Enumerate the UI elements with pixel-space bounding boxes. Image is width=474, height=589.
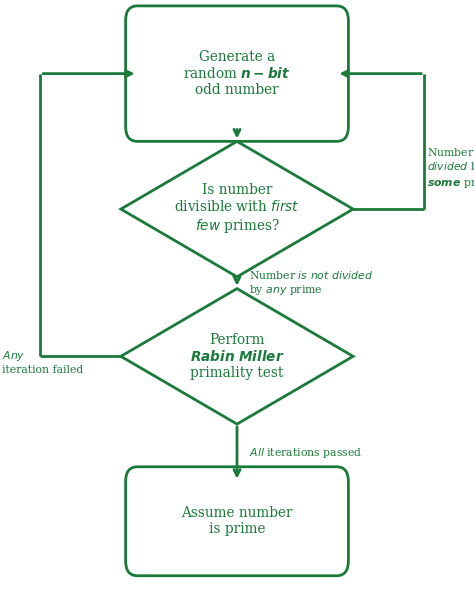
- Text: Generate a
random $\boldsymbol{n-bit}$
odd number: Generate a random $\boldsymbol{n-bit}$ o…: [183, 50, 291, 97]
- Text: $\boldsymbol{\mathit{Any}}$
iteration failed: $\boldsymbol{\mathit{Any}}$ iteration fa…: [2, 349, 83, 375]
- Text: Number $\mathit{is}$
$\mathit{divided}$ by
$\boldsymbol{some}$ prime: Number $\mathit{is}$ $\mathit{divided}$ …: [427, 146, 474, 190]
- FancyBboxPatch shape: [126, 6, 348, 141]
- Text: Number $\mathit{is\ not\ divided}$
by $\boldsymbol{\mathit{any}}$ prime: Number $\mathit{is\ not\ divided}$ by $\…: [249, 269, 373, 297]
- Text: Assume number
is prime: Assume number is prime: [181, 506, 293, 537]
- FancyBboxPatch shape: [126, 466, 348, 576]
- Text: Perform
$\boldsymbol{Rabin\ Miller}$
primality test: Perform $\boldsymbol{Rabin\ Miller}$ pri…: [190, 333, 284, 380]
- Text: $\boldsymbol{\mathit{All}}$ iterations passed: $\boldsymbol{\mathit{All}}$ iterations p…: [249, 446, 363, 460]
- Polygon shape: [121, 289, 353, 424]
- Text: Is number
divisible with $\mathit{first}$
$\mathit{few}$ primes?: Is number divisible with $\mathit{first}…: [174, 183, 300, 235]
- Polygon shape: [121, 141, 353, 277]
